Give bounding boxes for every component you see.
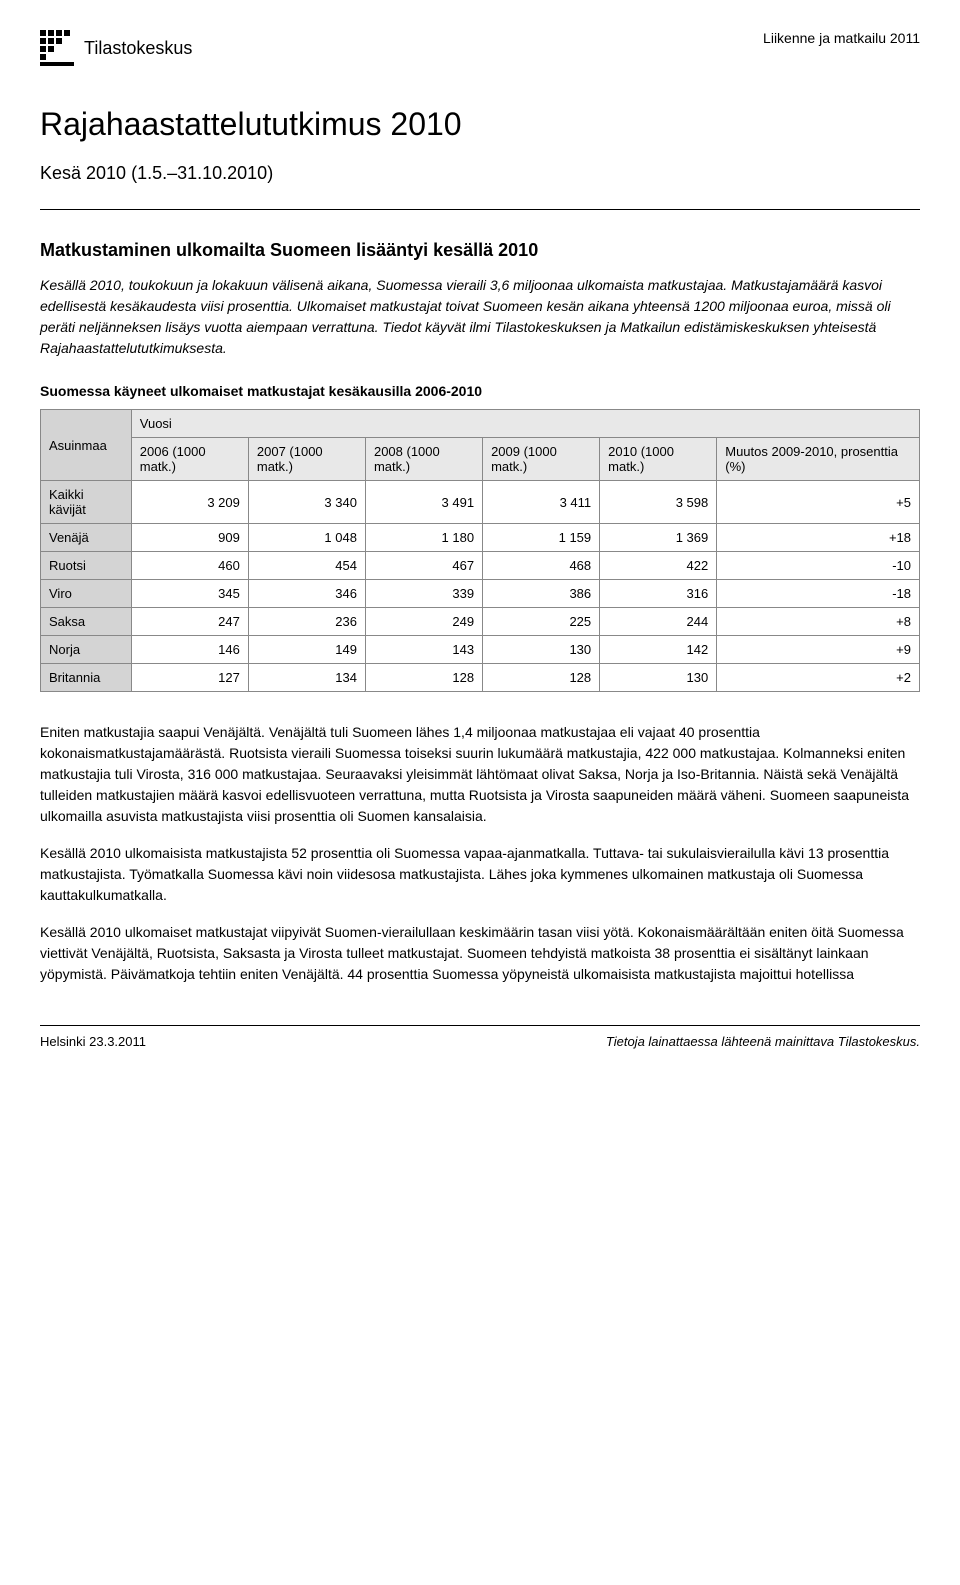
table-cell: 454: [248, 552, 365, 580]
footer-citation: Tietoja lainattaessa lähteenä mainittava…: [606, 1034, 920, 1049]
page-header: Tilastokeskus Liikenne ja matkailu 2011: [40, 30, 920, 66]
table-cell: 3 340: [248, 481, 365, 524]
table-cell: -10: [717, 552, 920, 580]
footer-date: Helsinki 23.3.2011: [40, 1034, 146, 1049]
table-cell: 146: [131, 636, 248, 664]
table-row: Viro345346339386316-18: [41, 580, 920, 608]
table-cell: +9: [717, 636, 920, 664]
table-col-3: 2009 (1000 matk.): [483, 438, 600, 481]
category-label: Liikenne ja matkailu 2011: [763, 30, 920, 46]
table-row-name: Saksa: [41, 608, 132, 636]
table-cell: 468: [483, 552, 600, 580]
table-cell: 3 209: [131, 481, 248, 524]
table-row-name: Ruotsi: [41, 552, 132, 580]
body-paragraph: Kesällä 2010 ulkomaisista matkustajista …: [40, 843, 920, 906]
table-col-1: 2007 (1000 matk.): [248, 438, 365, 481]
page-subtitle: Kesä 2010 (1.5.–31.10.2010): [40, 163, 920, 210]
table-cell: 143: [365, 636, 482, 664]
table-row-name: Viro: [41, 580, 132, 608]
table-cell: 3 598: [600, 481, 717, 524]
section-heading: Matkustaminen ulkomailta Suomeen lisäänt…: [40, 240, 920, 261]
table-cell: +18: [717, 524, 920, 552]
table-row: Norja146149143130142+9: [41, 636, 920, 664]
table-cell: 467: [365, 552, 482, 580]
logo-text: Tilastokeskus: [84, 38, 192, 59]
table-col-5: Muutos 2009-2010, prosenttia (%): [717, 438, 920, 481]
table-row-name: Kaikki kävijät: [41, 481, 132, 524]
table-cell: 130: [600, 664, 717, 692]
table-cell: 130: [483, 636, 600, 664]
logo-section: Tilastokeskus: [40, 30, 192, 66]
body-paragraph: Eniten matkustajia saapui Venäjältä. Ven…: [40, 722, 920, 827]
table-cell: 1 048: [248, 524, 365, 552]
table-header-year: Vuosi: [131, 410, 919, 438]
table-title: Suomessa käyneet ulkomaiset matkustajat …: [40, 383, 920, 399]
table-cell: 3 411: [483, 481, 600, 524]
table-cell: 128: [483, 664, 600, 692]
table-cell: 225: [483, 608, 600, 636]
data-table: Asuinmaa Vuosi 2006 (1000 matk.) 2007 (1…: [40, 409, 920, 692]
table-cell: 345: [131, 580, 248, 608]
table-row: Saksa247236249225244+8: [41, 608, 920, 636]
table-cell: 460: [131, 552, 248, 580]
table-cell: 316: [600, 580, 717, 608]
table-cell: 244: [600, 608, 717, 636]
table-cell: 134: [248, 664, 365, 692]
logo-icon: [40, 30, 76, 66]
table-cell: 422: [600, 552, 717, 580]
table-header-row: 2006 (1000 matk.) 2007 (1000 matk.) 2008…: [41, 438, 920, 481]
intro-paragraph: Kesällä 2010, toukokuun ja lokakuun väli…: [40, 275, 920, 359]
table-cell: 1 180: [365, 524, 482, 552]
page-footer: Helsinki 23.3.2011 Tietoja lainattaessa …: [40, 1025, 920, 1049]
table-cell: +5: [717, 481, 920, 524]
table-cell: 346: [248, 580, 365, 608]
table-row: Ruotsi460454467468422-10: [41, 552, 920, 580]
table-cell: 3 491: [365, 481, 482, 524]
table-cell: +2: [717, 664, 920, 692]
table-cell: 128: [365, 664, 482, 692]
table-col-2: 2008 (1000 matk.): [365, 438, 482, 481]
table-cell: 1 159: [483, 524, 600, 552]
table-header-country: Asuinmaa: [41, 410, 132, 481]
table-cell: 127: [131, 664, 248, 692]
body-paragraph: Kesällä 2010 ulkomaiset matkustajat viip…: [40, 922, 920, 985]
table-cell: 339: [365, 580, 482, 608]
table-row: Kaikki kävijät3 2093 3403 4913 4113 598+…: [41, 481, 920, 524]
table-col-0: 2006 (1000 matk.): [131, 438, 248, 481]
page-title: Rajahaastattelututkimus 2010: [40, 106, 920, 143]
table-cell: 142: [600, 636, 717, 664]
table-cell: 1 369: [600, 524, 717, 552]
table-row: Venäjä9091 0481 1801 1591 369+18: [41, 524, 920, 552]
table-row-name: Norja: [41, 636, 132, 664]
table-cell: 249: [365, 608, 482, 636]
table-cell: 149: [248, 636, 365, 664]
table-row-name: Britannia: [41, 664, 132, 692]
table-cell: 247: [131, 608, 248, 636]
table-row: Britannia127134128128130+2: [41, 664, 920, 692]
table-cell: 236: [248, 608, 365, 636]
table-col-4: 2010 (1000 matk.): [600, 438, 717, 481]
table-cell: 909: [131, 524, 248, 552]
table-cell: 386: [483, 580, 600, 608]
table-cell: +8: [717, 608, 920, 636]
table-cell: -18: [717, 580, 920, 608]
table-row-name: Venäjä: [41, 524, 132, 552]
